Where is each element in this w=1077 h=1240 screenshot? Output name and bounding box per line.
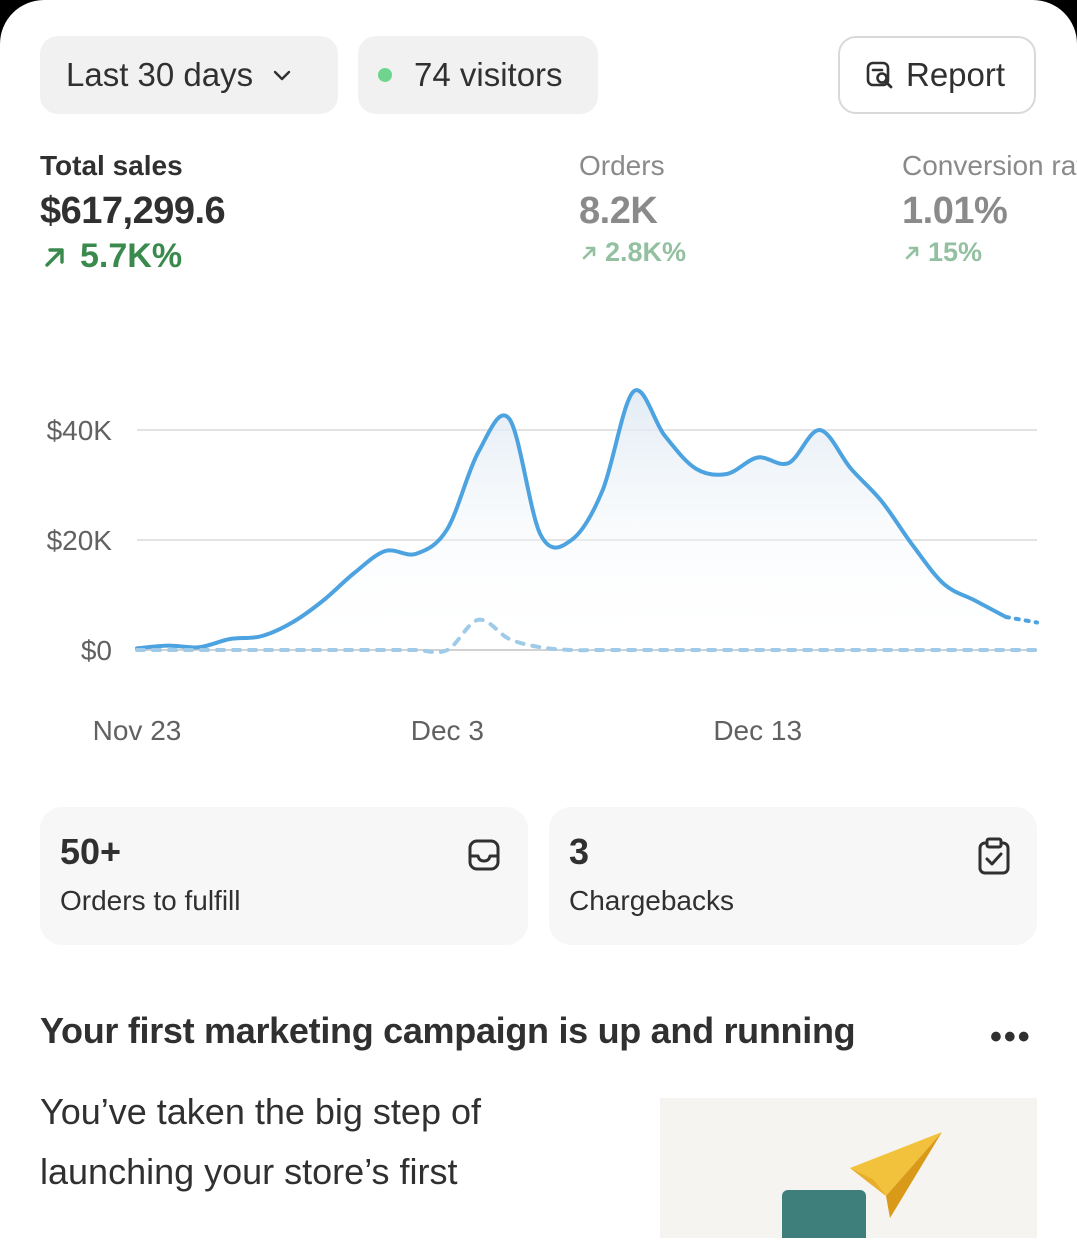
report-label: Report: [906, 56, 1006, 93]
y-tick-label: $0: [81, 635, 112, 666]
report-search-icon: [866, 61, 893, 89]
inbox-icon: [468, 839, 500, 871]
sales-chart[interactable]: $0 $20K $40K Nov 23 Dec 3 Dec 13: [0, 360, 1077, 760]
date-range-selector[interactable]: Last 30 days: [40, 36, 338, 114]
sales-line-projection: [1003, 615, 1039, 625]
metric-label: Total sales: [40, 150, 183, 181]
metric-value: 1.01%: [902, 190, 1008, 232]
metric-delta-value: 2.8K%: [605, 237, 687, 267]
x-tick-label: Nov 23: [93, 715, 182, 746]
metric-conversion-rate[interactable]: Conversion rate 1.01% 15%: [902, 150, 1077, 268]
y-tick-label: $20K: [47, 525, 113, 556]
metric-label: Orders: [579, 150, 665, 181]
comparison-line: [135, 617, 1039, 655]
card-label: Orders to fulfill: [60, 885, 241, 916]
metric-delta-value: 15%: [928, 237, 983, 267]
sales-line: [135, 388, 1008, 651]
card-count: 50+: [60, 831, 122, 872]
date-range-label: Last 30 days: [66, 56, 254, 93]
paper-plane-icon: [782, 1132, 942, 1238]
metric-delta: 2.8K%: [579, 237, 686, 268]
card-count: 3: [569, 831, 590, 872]
live-visitors-button[interactable]: 74 visitors: [358, 36, 598, 114]
metric-label: Conversion rate: [902, 150, 1077, 181]
campaign-illustration: [660, 1098, 1037, 1238]
sales-area-fill: [137, 390, 1006, 650]
metric-value: 8.2K: [579, 190, 658, 232]
chevron-down-icon: [273, 70, 291, 81]
live-dot-icon: [378, 68, 392, 82]
campaign-body: You’ve taken the big step of launching y…: [40, 1091, 481, 1192]
card-label: Chargebacks: [569, 885, 734, 916]
visitors-label: 74 visitors: [414, 56, 563, 93]
metric-orders[interactable]: Orders 8.2K 2.8K%: [579, 150, 686, 268]
arrow-up-right-icon: [45, 247, 64, 267]
x-tick-label: Dec 13: [713, 715, 802, 746]
report-button[interactable]: Report: [838, 36, 1036, 114]
metric-delta: 15%: [902, 237, 1077, 268]
metric-delta-value: 5.7K%: [80, 237, 183, 275]
campaign-title: Your first marketing campaign is up and …: [40, 1010, 856, 1051]
y-tick-label: $40K: [47, 415, 113, 446]
more-options-button[interactable]: •••: [990, 1018, 1032, 1056]
chargebacks-card[interactable]: 3 Chargebacks: [549, 807, 1037, 945]
x-tick-label: Dec 3: [411, 715, 484, 746]
clipboard-check-icon: [978, 837, 1010, 875]
metric-delta: 5.7K%: [40, 237, 225, 276]
metric-value: $617,299.6: [40, 190, 226, 232]
arrow-up-right-icon: [905, 246, 919, 259]
arrow-up-right-icon: [582, 246, 596, 259]
metric-total-sales[interactable]: Total sales $617,299.6 5.7K%: [40, 150, 226, 276]
orders-to-fulfill-card[interactable]: 50+ Orders to fulfill: [40, 807, 528, 945]
